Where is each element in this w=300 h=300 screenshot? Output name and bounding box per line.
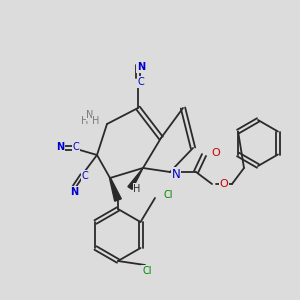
Text: H: H — [92, 116, 100, 126]
Text: N: N — [172, 167, 180, 181]
Text: N: N — [56, 142, 64, 152]
Text: O: O — [212, 148, 220, 158]
Text: H: H — [133, 184, 141, 194]
Text: Cl: Cl — [163, 190, 172, 200]
Text: N: N — [70, 187, 78, 197]
Text: Cl: Cl — [142, 266, 152, 276]
Text: N: N — [137, 62, 145, 72]
Polygon shape — [128, 168, 143, 189]
Text: H: H — [81, 116, 89, 126]
Text: O: O — [220, 179, 228, 189]
Text: C: C — [138, 77, 144, 87]
Text: C: C — [82, 171, 88, 181]
Text: C: C — [73, 142, 80, 152]
Text: N: N — [86, 110, 94, 120]
Polygon shape — [110, 178, 121, 201]
